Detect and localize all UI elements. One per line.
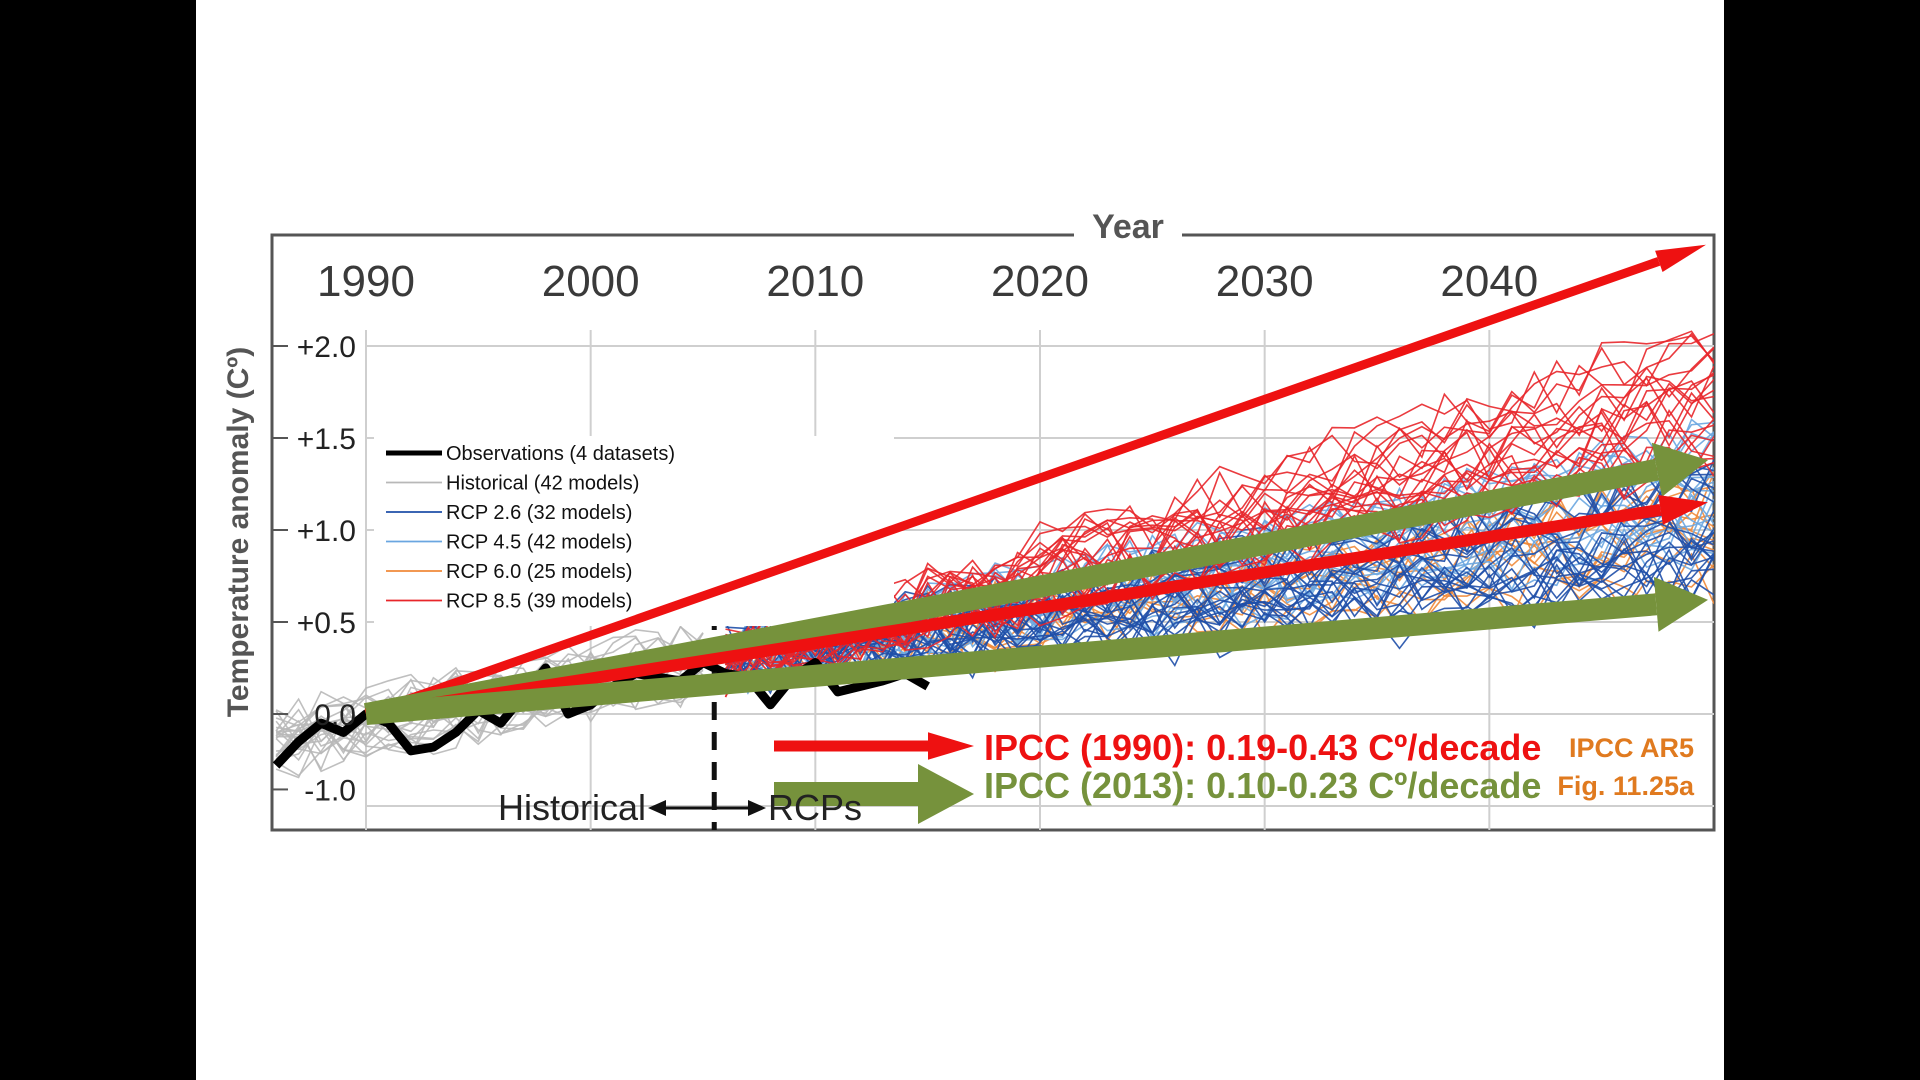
x-tick-label: 2000 xyxy=(542,257,640,306)
y-tick-label: +1.5 xyxy=(297,423,356,456)
x-tick-label: 1990 xyxy=(317,257,415,306)
trend-arrow-shaft xyxy=(365,503,1662,720)
trend-arrow-head xyxy=(928,732,974,760)
historical-label: Historical xyxy=(498,787,646,828)
y-tick-label: +2.0 xyxy=(297,331,356,364)
trend-arrow-head xyxy=(1655,244,1706,272)
legend: Observations (4 datasets) Historical (42 … xyxy=(374,436,894,626)
ipcc2013-label: IPCC (2013): 0.10-0.23 Cº/decade xyxy=(984,765,1541,806)
source-line2: Fig. 11.25a xyxy=(1557,771,1695,801)
trend-arrow-shaft xyxy=(364,257,1661,719)
x-tick-label: 2020 xyxy=(991,257,1089,306)
legend-item: Historical (42 models) xyxy=(446,473,639,495)
legend-item: RCP 8.5 (39 models) xyxy=(446,591,632,613)
y-tick-label: -1.0 xyxy=(304,774,356,807)
model-run-line xyxy=(725,537,1714,683)
rcps-label: RCPs xyxy=(768,787,862,828)
ipcc1990-label: IPCC (1990): 0.19-0.43 Cº/decade xyxy=(984,727,1541,768)
x-tick-label: 2010 xyxy=(766,257,864,306)
legend-item: RCP 6.0 (25 models) xyxy=(446,561,632,583)
legend-item: Observations (4 datasets) xyxy=(446,443,675,465)
y-axis-title: Temperature anomaly (Cº) xyxy=(222,347,255,718)
trend-arrow-head xyxy=(1651,442,1708,497)
trend-arrow-shaft xyxy=(365,593,1658,725)
x-tick-label: 2040 xyxy=(1440,257,1538,306)
trend-arrows xyxy=(363,244,1708,725)
x-axis-title: Year xyxy=(1092,208,1164,246)
x-tick-label: 2030 xyxy=(1216,257,1314,306)
trend-arrow-head xyxy=(1653,576,1708,632)
axis-ticks: 1990 2000 2010 2020 2030 2040 +2.0 +1.5 +1.0 +0.5… xyxy=(272,257,1538,807)
trend-arrow-head xyxy=(918,764,974,824)
annotation-ipcc2013: IPCC (2013): 0.10-0.23 Cº/decade xyxy=(774,764,1541,824)
model-run-line xyxy=(725,419,1714,682)
model-run-line xyxy=(725,541,1714,687)
trend-arrow-shaft xyxy=(363,458,1659,725)
slide: 1990 2000 2010 2020 2030 2040 +2.0 +1.5 +1.0 +0.5… xyxy=(196,0,1724,1080)
y-tick-label: +0.5 xyxy=(297,607,356,640)
y-tick-label: +1.0 xyxy=(297,515,356,548)
model-run-line xyxy=(725,534,1714,680)
y-tick-label: 0.0 xyxy=(314,699,356,732)
legend-item: RCP 4.5 (42 models) xyxy=(446,532,632,554)
double-arrow-icon xyxy=(648,800,766,816)
trend-arrow-head xyxy=(1658,495,1708,525)
source-line1: IPCC AR5 xyxy=(1569,733,1694,763)
legend-item: RCP 2.6 (32 models) xyxy=(446,502,632,524)
chart: 1990 2000 2010 2020 2030 2040 +2.0 +1.5 +1.0 +0.5… xyxy=(222,206,1716,832)
annotation-ipcc1990: IPCC (1990): 0.19-0.43 Cº/decade xyxy=(774,727,1541,768)
